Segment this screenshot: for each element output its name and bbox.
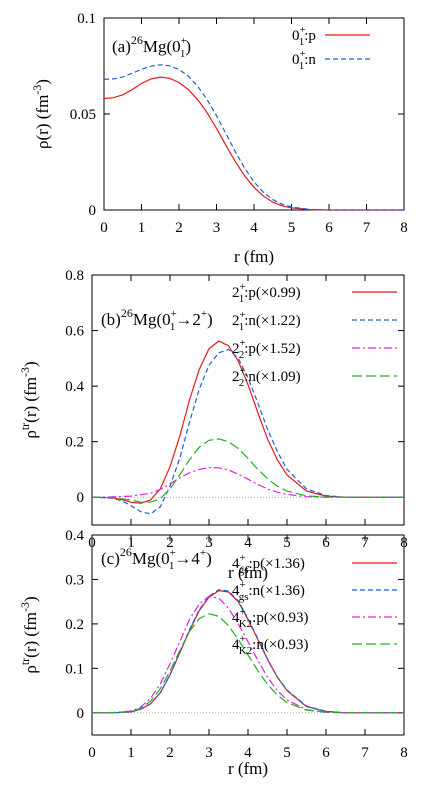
series-line xyxy=(91,466,404,498)
legend-label: 4+ gs:n(×1.36) xyxy=(232,579,305,603)
x-tick-label: 4 xyxy=(250,220,258,236)
panel-a: 0 1 2 3 4 5 6 7 8 0 0.05 0.1 r (fm) ρ(r) (fm-3) (a)26M… xyxy=(30,11,408,266)
x-tick-label: 1 xyxy=(138,220,146,236)
series-line xyxy=(103,64,404,211)
series-line xyxy=(92,589,404,714)
x-tick-label: 6 xyxy=(325,220,333,236)
panel-c: 0 1 2 3 4 5 6 7 8 0 0.1 0.2 0.3 0.4 r (fm) ρtr(r) (fm-3… xyxy=(18,528,408,778)
x-tick-label: 1 xyxy=(127,535,135,551)
panel-title: (c)26Mg(0+ 1→4+) xyxy=(101,545,212,572)
legend-label: 4+ gs:p(×1.36) xyxy=(232,552,305,576)
x-tick-label: 6 xyxy=(322,535,330,551)
y-tick-label: 0 xyxy=(89,203,97,219)
x-tick-label: 4 xyxy=(244,745,252,761)
panel-title: (a)26Mg(0+ 1) xyxy=(112,33,191,60)
y-axis-label: ρtr(r) (fm-3) xyxy=(18,361,40,438)
x-axis-label: r (fm) xyxy=(228,563,268,582)
x-tick-label: 5 xyxy=(283,535,291,551)
y-tick-label: 0.6 xyxy=(65,324,84,340)
x-tick-label: 7 xyxy=(361,535,369,551)
x-tick-label: 2 xyxy=(175,220,183,236)
legend-label: 2+ 2:p(×1.52) xyxy=(232,337,301,361)
x-tick-label: 8 xyxy=(400,745,408,761)
y-tick-label: 0 xyxy=(77,490,85,506)
y-tick-label: 0.3 xyxy=(65,572,84,588)
legend-label: 4+ K2:p(×0.93) xyxy=(232,606,309,630)
x-tick-label: 3 xyxy=(205,535,213,551)
legend-label: 4+ K2:n(×0.93) xyxy=(232,633,309,657)
y-tick-label: 0.4 xyxy=(65,379,84,395)
series-line xyxy=(92,613,404,714)
x-tick-label: 0 xyxy=(88,745,96,761)
legend-label: 0+ 1:n xyxy=(292,48,316,72)
x-tick-label: 3 xyxy=(205,745,213,761)
x-tick-label: 7 xyxy=(361,745,369,761)
x-tick-label: 0 xyxy=(100,220,108,236)
y-tick-label: 0 xyxy=(77,706,85,722)
y-tick-label: 0.1 xyxy=(65,661,84,677)
x-tick-label: 7 xyxy=(363,220,371,236)
panel-title: (b)26Mg(0+ 1→2+) xyxy=(101,306,213,333)
y-tick-label: 0.1 xyxy=(77,11,96,27)
x-axis-label: r (fm) xyxy=(228,759,268,778)
x-tick-label: 1 xyxy=(127,745,135,761)
x-tick-label: 5 xyxy=(283,745,291,761)
y-tick-label: 0.4 xyxy=(65,528,84,544)
x-tick-label: 4 xyxy=(244,535,252,551)
y-tick-label: 0.8 xyxy=(65,268,84,284)
y-axis-label: ρtr(r) (fm-3) xyxy=(18,596,40,673)
x-axis-label: r (fm) xyxy=(234,247,274,266)
x-tick-label: 2 xyxy=(166,745,174,761)
y-tick-label: 0.05 xyxy=(70,107,96,123)
y-tick-label: 0.2 xyxy=(65,435,84,451)
x-tick-label: 8 xyxy=(400,220,408,236)
legend-label: 0+ 1:p xyxy=(292,24,316,48)
series-line xyxy=(103,76,404,211)
x-tick-label: 2 xyxy=(166,535,174,551)
x-tick-label: 6 xyxy=(322,745,330,761)
legend-label: 2+ 1:n(×1.22) xyxy=(232,309,301,333)
y-axis-label: ρ(r) (fm-3) xyxy=(30,79,52,149)
x-tick-label: 5 xyxy=(288,220,296,236)
legend-label: 2+ 2:n(×1.09) xyxy=(232,365,301,389)
series-line xyxy=(91,438,404,503)
y-tick-label: 0.2 xyxy=(65,617,84,633)
legend-label: 2+ 1:p(×0.99) xyxy=(232,281,301,305)
x-tick-label: 3 xyxy=(213,220,221,236)
